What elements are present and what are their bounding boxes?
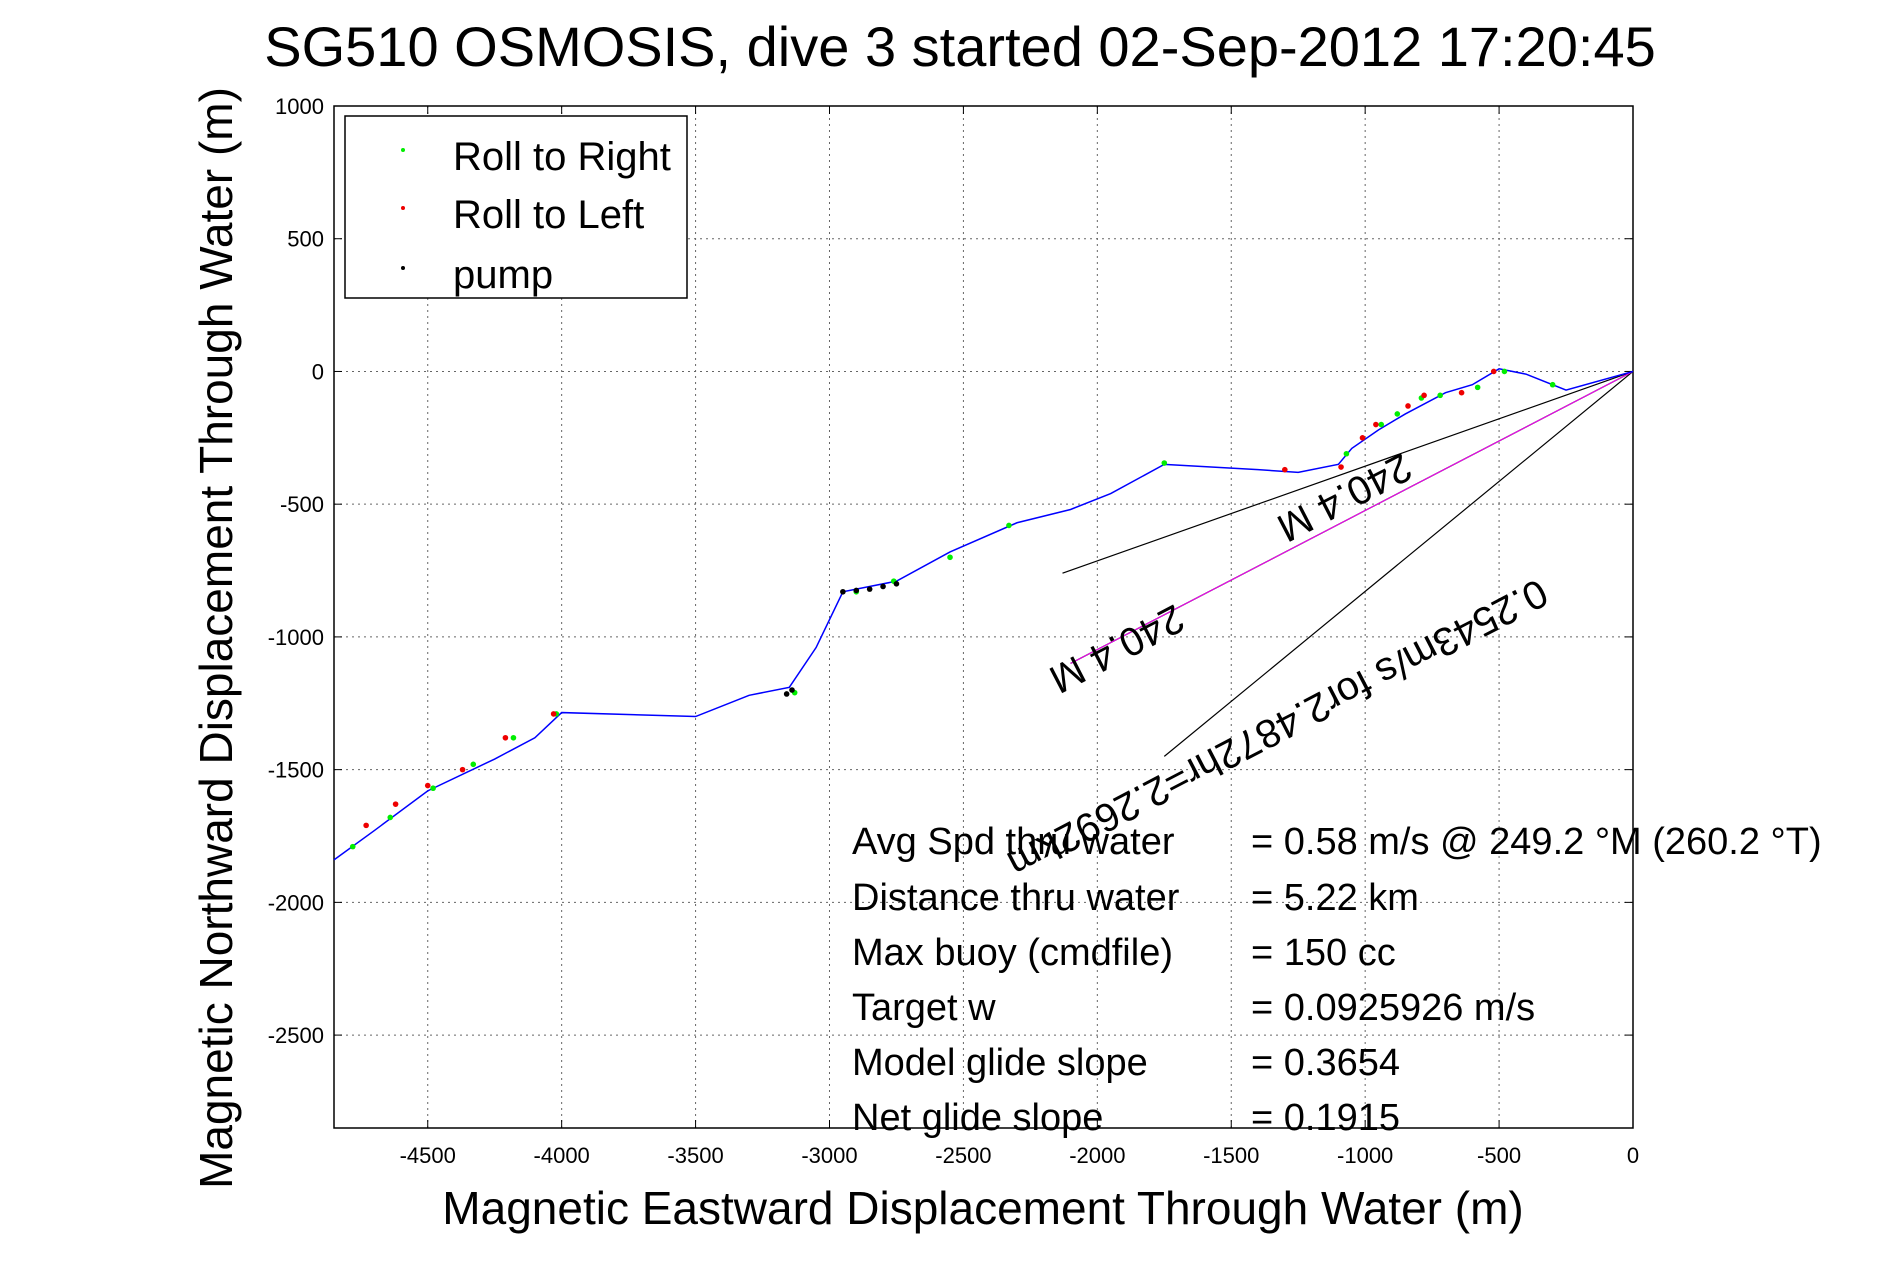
marker-roll-left (1458, 389, 1465, 396)
chart-title: SG510 OSMOSIS, dive 3 started 02-Sep-201… (264, 15, 1656, 78)
x-tick-labels: -4500 -4000 -3500 -3000 -2500 -2000 -1500 -1000… (400, 106, 1639, 1168)
marker-roll-left (550, 711, 557, 717)
stat-label-distance: Distance thru water (852, 877, 1180, 919)
marker-roll-right (1378, 421, 1385, 428)
y-tick-label: 0 (312, 359, 324, 384)
y-tick-label: -2000 (268, 890, 324, 915)
bearing-lines (1062, 370, 1634, 757)
marker-roll-right (430, 785, 436, 792)
marker-roll-right (947, 554, 953, 561)
x-axis-label: Magnetic Eastward Displacement Through W… (442, 1182, 1523, 1234)
marker-roll-left (1282, 466, 1288, 473)
x-tick-label: -3000 (801, 1143, 857, 1168)
stat-value-model-glide: = 0.3654 (1251, 1042, 1400, 1084)
legend-label-roll-left: Roll to Left (453, 193, 644, 237)
stat-label-max-buoy: Max buoy (cmdfile) (852, 932, 1173, 974)
stat-label-avg-speed: Avg Spd thru water (852, 821, 1175, 863)
marker-roll-right (1549, 381, 1556, 388)
y-tick-label: -1000 (268, 625, 324, 650)
mean-heading-line (1070, 371, 1634, 664)
annotation-heading-upper: 240.4 M (1270, 444, 1419, 550)
marker-roll-left (363, 822, 369, 829)
marker-roll-right (387, 814, 394, 821)
marker-roll-left (1405, 403, 1411, 409)
x-tick-label: -4000 (534, 1143, 590, 1168)
marker-roll-left (502, 734, 509, 741)
y-tick-label: -500 (280, 492, 324, 517)
x-tick-label: -2000 (1069, 1143, 1125, 1168)
marker-pump (880, 583, 886, 590)
marker-roll-left (424, 782, 431, 789)
x-tick-label: -3500 (667, 1143, 723, 1168)
marker-roll-right (1474, 384, 1481, 391)
y-tick-labels: 1000 500 0 -500 -1000 -1500 -2000 -2500 (268, 94, 1633, 1048)
marker-pump (893, 581, 900, 587)
y-tick-label: 500 (287, 227, 324, 252)
y-tick-label: -2500 (268, 1023, 324, 1048)
legend: Roll to Right Roll to Left pump (344, 115, 688, 299)
y-tick-label: 1000 (275, 94, 324, 119)
legend-marker-roll-right (401, 148, 405, 152)
marker-roll-right (1437, 392, 1443, 399)
x-tick-label: -2500 (935, 1143, 991, 1168)
x-tick-label: -4500 (400, 1143, 456, 1168)
stat-value-net-glide: = 0.1915 (1251, 1097, 1400, 1139)
marker-pump (840, 588, 846, 595)
marker-roll-right (1394, 411, 1401, 417)
marker-roll-right (470, 761, 477, 768)
y-axis-label: Magnetic Northward Displacement Through … (190, 87, 242, 1189)
stat-label-target-w: Target w (852, 987, 996, 1029)
marker-pump (783, 691, 790, 697)
bearing-line (1062, 370, 1634, 574)
marker-pump (789, 687, 795, 693)
plot-area-frame (333, 105, 1634, 1129)
marker-roll-left (1359, 435, 1366, 441)
legend-label-pump: pump (453, 253, 553, 297)
legend-label-roll-right: Roll to Right (453, 135, 671, 179)
marker-roll-left (1421, 392, 1427, 399)
marker-roll-right (1006, 522, 1012, 529)
stat-label-model-glide: Model glide slope (852, 1042, 1148, 1084)
stat-value-distance: = 5.22 km (1251, 877, 1419, 919)
marker-roll-right (349, 843, 356, 850)
bearing-line (1163, 370, 1634, 757)
marker-roll-left (392, 801, 399, 807)
marker-roll-right (510, 734, 517, 741)
y-tick-label: -1500 (268, 758, 324, 783)
legend-marker-roll-left (401, 206, 405, 210)
marker-roll-left (1373, 421, 1379, 428)
stats-block: Avg Spd thru water = 0.58 m/s @ 249.2 °M… (852, 821, 1822, 1139)
marker-roll-right (1343, 450, 1350, 457)
stat-label-net-glide: Net glide slope (852, 1097, 1103, 1139)
series-markers (349, 368, 1556, 850)
stat-value-target-w: = 0.0925926 m/s (1251, 987, 1535, 1029)
marker-roll-left (1490, 368, 1497, 375)
x-tick-label: -500 (1477, 1143, 1521, 1168)
series-track-line (333, 368, 1634, 861)
stat-value-avg-speed: = 0.58 m/s @ 249.2 °M (260.2 °T) (1251, 821, 1822, 863)
legend-marker-pump (401, 266, 405, 270)
x-tick-label: -1000 (1337, 1143, 1393, 1168)
marker-pump (866, 586, 873, 592)
marker-roll-left (459, 766, 466, 773)
marker-pump (853, 587, 860, 594)
stat-value-max-buoy: = 150 cc (1251, 932, 1396, 974)
marker-roll-right (1501, 368, 1508, 375)
marker-roll-left (1338, 464, 1344, 470)
annotation-heading-lower: 240.4 M (1042, 596, 1191, 702)
marker-roll-right (1161, 460, 1168, 466)
x-tick-label: -1500 (1203, 1143, 1259, 1168)
x-tick-label: 0 (1627, 1143, 1639, 1168)
